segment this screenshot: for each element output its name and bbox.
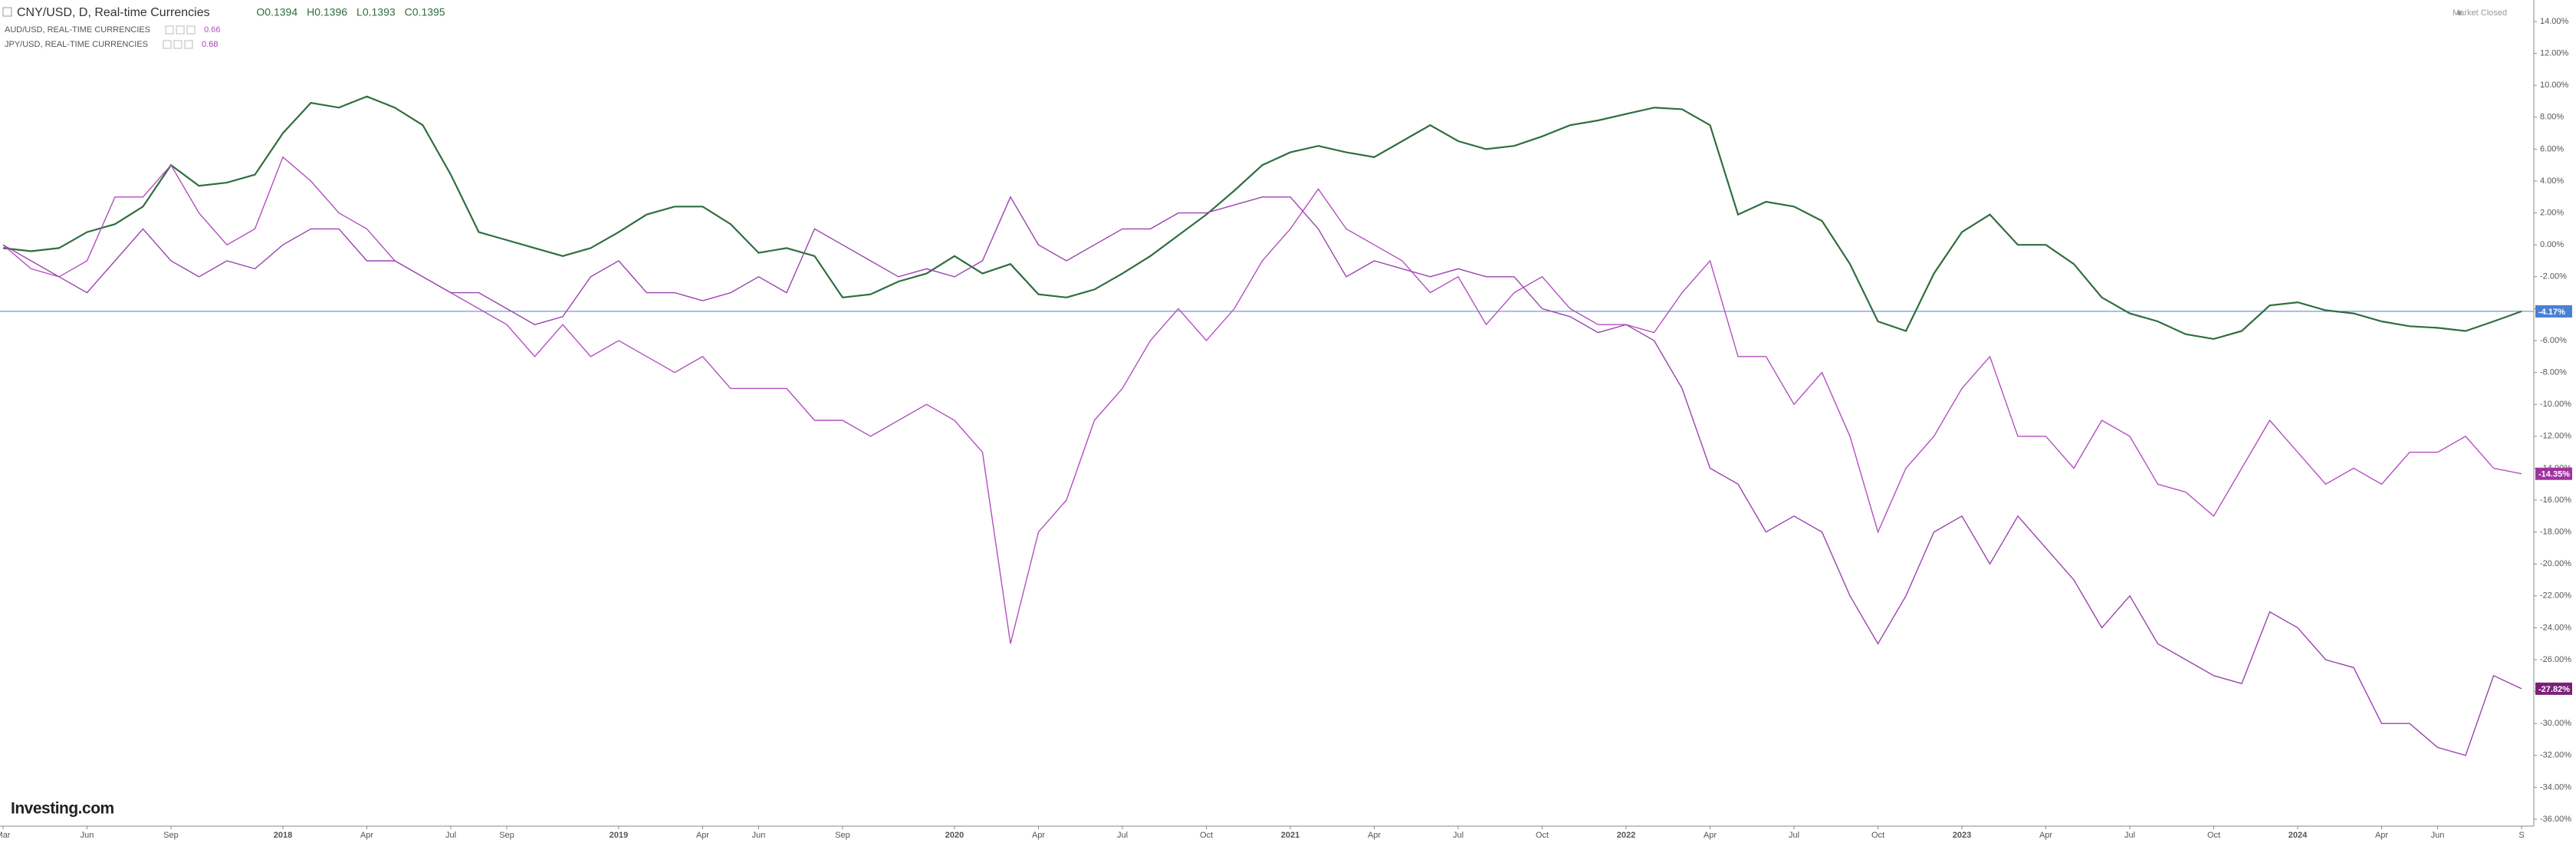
y-tick-label: -34.00%: [2540, 782, 2571, 792]
legend-price: 0.66: [204, 25, 220, 35]
series-line: [2, 95, 2522, 341]
y-tick-label: -22.00%: [2540, 591, 2571, 601]
x-tick-label: S: [2518, 831, 2524, 840]
last-value-box: [2535, 305, 2572, 318]
x-tick-label: Sep: [499, 831, 514, 840]
x-tick-label: Jul: [2124, 831, 2135, 840]
last-value-box: [2535, 467, 2572, 480]
legend-icon: [184, 40, 193, 49]
y-tick-label: 6.00%: [2540, 144, 2564, 153]
x-tick-label: Oct: [1536, 831, 1549, 840]
last-value-box: [2535, 682, 2572, 695]
x-tick-label: 2019: [610, 831, 628, 840]
y-tick-label: 8.00%: [2540, 113, 2564, 122]
series-line: [2, 196, 2522, 756]
legend-icon: [186, 25, 196, 35]
y-tick-label: 0.00%: [2540, 240, 2564, 249]
y-tick-label: -10.00%: [2540, 400, 2571, 409]
legend-name: AUD/USD, REAL-TIME CURRENCIES: [5, 25, 150, 35]
x-tick-label: Jul: [1453, 831, 1464, 840]
legend-icon: [173, 40, 182, 49]
chart-title: CNY/USD, D, Real-time Currencies: [17, 6, 210, 19]
x-tick-label: 2021: [1281, 831, 1300, 840]
y-tick-label: -12.00%: [2540, 432, 2571, 441]
x-tick-label: Apr: [2375, 831, 2388, 840]
x-tick-label: 2020: [945, 831, 964, 840]
y-tick-label: -24.00%: [2540, 623, 2571, 632]
last-value-label: -27.82%: [2538, 685, 2570, 694]
x-tick-label: Jul: [445, 831, 456, 840]
ohlc-value: L0.1393: [356, 6, 396, 18]
last-value-label: -4.17%: [2538, 308, 2565, 317]
x-tick-label: Apr: [1032, 831, 1045, 840]
x-tick-label: 2022: [1617, 831, 1635, 840]
x-tick-label: Jul: [1117, 831, 1128, 840]
ohlc-value: O0.1394: [256, 6, 297, 18]
y-tick-label: -30.00%: [2540, 719, 2571, 728]
x-tick-label: Jun: [752, 831, 766, 840]
x-tick-label: Apr: [1368, 831, 1381, 840]
x-tick-label: Jun: [80, 831, 94, 840]
x-tick-label: Apr: [2039, 831, 2052, 840]
y-tick-label: 10.00%: [2540, 81, 2569, 90]
collapse-icon[interactable]: [2, 7, 12, 17]
y-tick-label: -20.00%: [2540, 559, 2571, 568]
status-dot: [2457, 11, 2462, 15]
x-tick-label: Jul: [1789, 831, 1799, 840]
x-tick-label: Oct: [1871, 831, 1884, 840]
y-tick-label: -36.00%: [2540, 815, 2571, 824]
x-tick-label: Sep: [835, 831, 850, 840]
y-tick-label: -26.00%: [2540, 655, 2571, 664]
y-tick-label: -6.00%: [2540, 336, 2567, 345]
x-tick-label: Sep: [163, 831, 179, 840]
x-tick-label: Oct: [2207, 831, 2220, 840]
x-tick-label: Mar: [0, 831, 11, 840]
x-tick-label: 2023: [1953, 831, 1971, 840]
x-tick-label: Jun: [2431, 831, 2445, 840]
y-tick-label: -18.00%: [2540, 528, 2571, 537]
y-tick-label: 4.00%: [2540, 176, 2564, 186]
x-tick-label: Apr: [360, 831, 373, 840]
y-tick-label: 12.00%: [2540, 49, 2569, 58]
last-value-label: -14.35%: [2538, 470, 2570, 479]
legend-icon: [176, 25, 185, 35]
brand-logo: Investing.com: [11, 800, 114, 818]
legend-icon: [165, 25, 174, 35]
x-tick-label: Apr: [696, 831, 709, 840]
y-tick-label: -16.00%: [2540, 496, 2571, 505]
market-status: Market Closed: [2453, 8, 2507, 18]
legend-price: 0.68: [202, 40, 218, 49]
legend-name: JPY/USD, REAL-TIME CURRENCIES: [5, 40, 148, 49]
x-tick-label: Oct: [1200, 831, 1213, 840]
y-tick-label: -8.00%: [2540, 368, 2567, 377]
x-tick-label: 2024: [2288, 831, 2308, 840]
ohlc-value: C0.1395: [405, 6, 445, 18]
y-tick-label: 14.00%: [2540, 17, 2569, 26]
ohlc-value: H0.1396: [307, 6, 347, 18]
x-tick-label: 2018: [274, 831, 292, 840]
x-tick-label: Apr: [1704, 831, 1717, 840]
y-tick-label: -2.00%: [2540, 272, 2567, 282]
legend-icon: [163, 40, 172, 49]
y-tick-label: -32.00%: [2540, 751, 2571, 760]
y-tick-label: 2.00%: [2540, 209, 2564, 218]
